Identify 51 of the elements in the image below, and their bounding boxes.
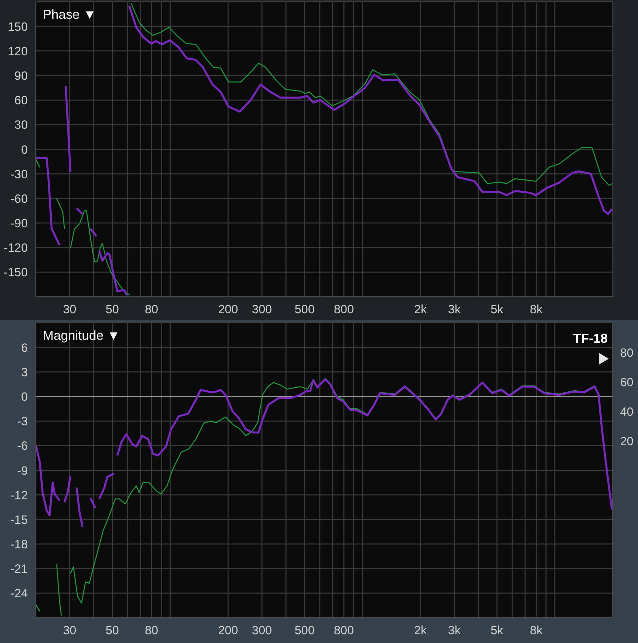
- y-tick-label: -6: [17, 439, 28, 454]
- x-tick-label: 200: [218, 302, 239, 317]
- x-tick-label: 500: [294, 302, 316, 317]
- x-tick-label: 30: [63, 302, 77, 317]
- x-tick-label: 2k: [414, 302, 428, 317]
- x-tick-label: 300: [252, 624, 273, 638]
- x-tick-label: 800: [334, 302, 354, 317]
- chart-title: Phase ▼: [43, 7, 96, 22]
- x-tick-label: 50: [106, 302, 120, 317]
- x-tick-label: 8k: [530, 302, 544, 317]
- y-tick-label: 3: [21, 365, 28, 380]
- y-tick-label: -12: [10, 488, 28, 502]
- x-tick-label: 5k: [490, 624, 505, 638]
- y-tick-label: -30: [10, 167, 28, 182]
- annotation: TF-18: [573, 331, 608, 346]
- y-tick-label: 6: [21, 340, 28, 355]
- x-tick-label: 5k: [490, 302, 505, 317]
- y-tick-label: -9: [17, 464, 28, 478]
- x-tick-label: 800: [334, 624, 354, 638]
- y-tick-label: -24: [10, 586, 28, 601]
- y-tick-label: -90: [10, 216, 28, 231]
- chart-title: Magnitude ▼: [43, 328, 120, 343]
- y-tick-label: -60: [10, 192, 28, 206]
- y-tick-label: 30: [14, 118, 28, 132]
- y-tick-label: -18: [10, 538, 28, 552]
- y-tick-label: 60: [14, 94, 28, 108]
- y-tick-label: -3: [17, 414, 28, 429]
- y2-tick-label: 60: [620, 375, 634, 390]
- y-tick-label: -120: [4, 241, 28, 256]
- x-tick-label: 2k: [414, 624, 428, 638]
- x-tick-label: 80: [145, 302, 159, 317]
- x-tick-label: 8k: [530, 624, 544, 638]
- x-tick-label: 3k: [448, 302, 462, 317]
- x-tick-label: 80: [145, 624, 159, 638]
- y-tick-label: -21: [10, 562, 28, 576]
- y-tick-label: -150: [4, 266, 28, 280]
- y-tick-label: 0: [21, 142, 28, 157]
- y2-tick-label: 40: [620, 404, 634, 419]
- y-tick-label: 90: [14, 69, 28, 84]
- y-tick-label: 150: [8, 20, 28, 34]
- y-tick-label: 120: [8, 44, 28, 58]
- y2-tick-label: 80: [620, 346, 634, 360]
- x-tick-label: 200: [218, 624, 239, 638]
- x-tick-label: 30: [63, 624, 77, 638]
- x-tick-label: 50: [106, 624, 120, 638]
- y-tick-label: -15: [10, 512, 28, 527]
- x-tick-label: 300: [252, 302, 273, 317]
- y-tick-label: 0: [21, 390, 28, 404]
- y2-tick-label: 20: [620, 434, 634, 448]
- x-tick-label: 500: [294, 624, 316, 638]
- x-tick-label: 3k: [448, 624, 462, 638]
